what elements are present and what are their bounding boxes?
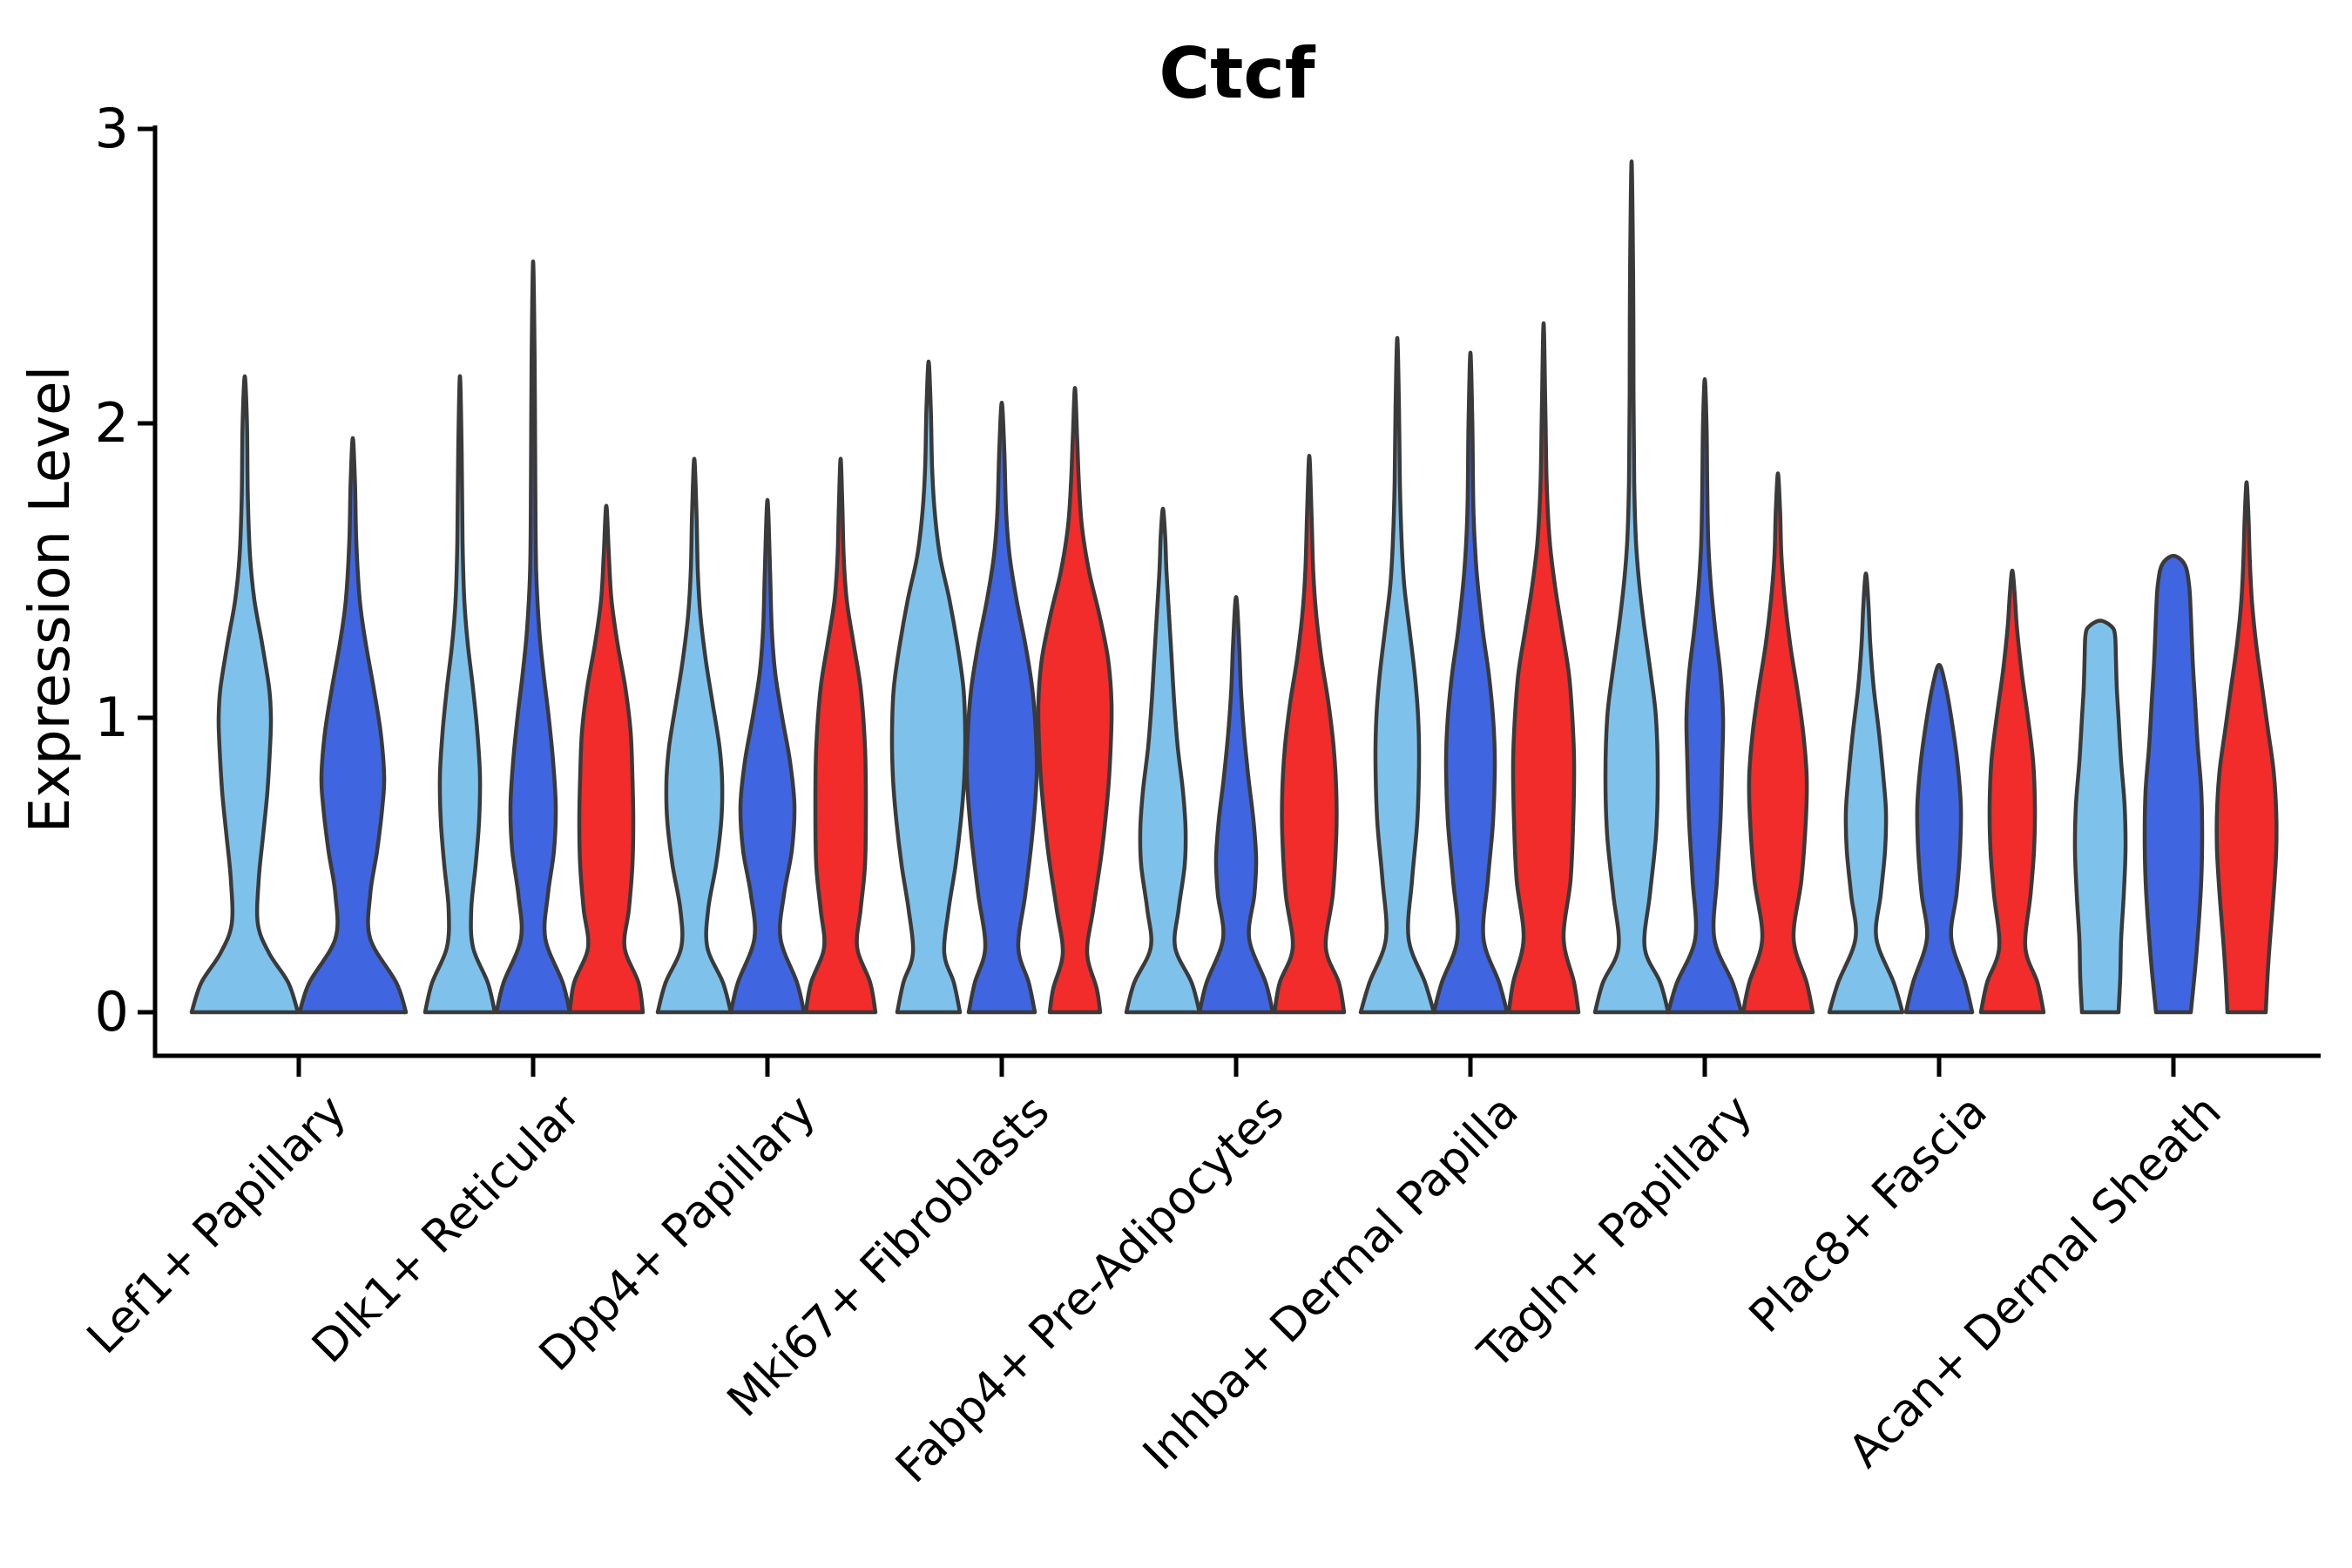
violin-2-series2 <box>494 259 572 1015</box>
violin-7-series2 <box>1666 377 1744 1015</box>
axes-layer <box>138 125 2321 1077</box>
violins-layer <box>189 159 2279 1015</box>
violin-2-series3 <box>567 504 645 1015</box>
y-tick-label: 0 <box>94 980 129 1044</box>
violin-9-series2 <box>2142 553 2205 1015</box>
violin-8-series3 <box>1978 568 2046 1015</box>
violin-4-series3 <box>1036 386 1114 1015</box>
violin-5-series1 <box>1124 506 1202 1015</box>
y-tick-label: 2 <box>94 391 129 455</box>
violin-4-series1 <box>889 359 968 1015</box>
y-tick-label: 3 <box>94 97 129 160</box>
violin-7-series3 <box>1740 471 1815 1015</box>
violin-8-series2 <box>1903 662 1975 1015</box>
violin-3-series2 <box>728 497 807 1015</box>
violin-3-series1 <box>655 456 733 1015</box>
violin-6-series1 <box>1358 335 1436 1015</box>
violin-4-series2 <box>964 401 1039 1015</box>
violin-7-series1 <box>1592 159 1671 1015</box>
y-tick-label: 1 <box>94 686 129 749</box>
violin-3-series3 <box>803 456 878 1015</box>
violin-6-series2 <box>1431 350 1510 1015</box>
violin-2-series1 <box>422 374 497 1015</box>
violin-9-series3 <box>2214 480 2279 1015</box>
violin-8-series1 <box>1827 571 1905 1015</box>
violin-9-series1 <box>2072 618 2128 1015</box>
violin-1-series2 <box>297 436 409 1015</box>
violin-5-series2 <box>1197 595 1275 1015</box>
violin-1-series1 <box>189 374 301 1015</box>
violin-6-series3 <box>1506 321 1581 1015</box>
violin-5-series3 <box>1272 453 1347 1015</box>
chart-title: Ctcf <box>1159 33 1315 114</box>
